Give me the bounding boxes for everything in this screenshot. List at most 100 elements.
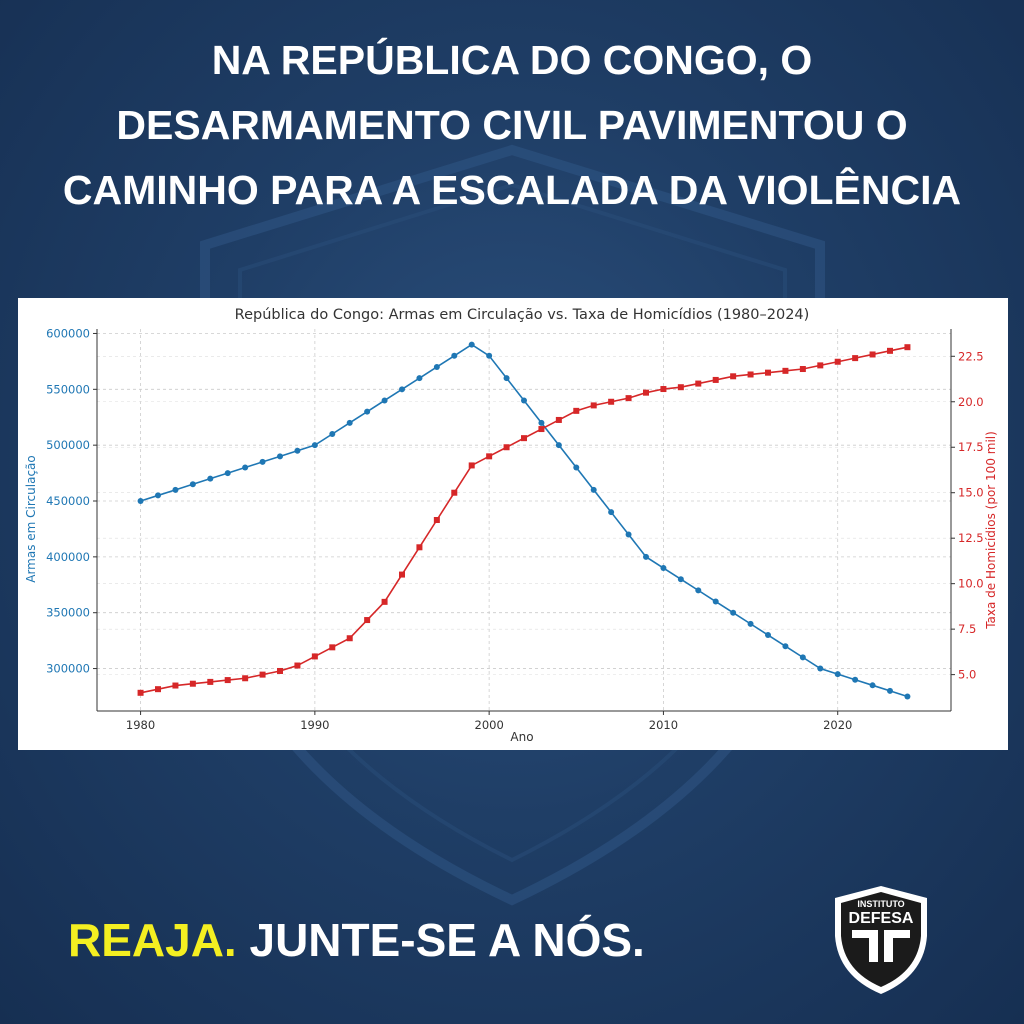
headline: NA REPÚBLICA DO CONGO, O DESARMAMENTO CI… bbox=[0, 28, 1024, 223]
data-point-homicidios bbox=[416, 544, 423, 551]
x-tick-label: 1990 bbox=[300, 718, 329, 732]
right-y-tick-label: 12.5 bbox=[958, 531, 984, 545]
call-to-action: REAJA. JUNTE-SE A NÓS. bbox=[68, 910, 645, 970]
data-point-armas bbox=[346, 419, 353, 426]
data-point-armas bbox=[137, 498, 144, 505]
data-point-armas bbox=[155, 492, 161, 499]
data-point-homicidios bbox=[538, 426, 545, 433]
data-point-armas bbox=[503, 375, 510, 382]
data-point-homicidios bbox=[695, 380, 702, 387]
right-y-tick-label: 17.5 bbox=[958, 440, 984, 454]
data-point-homicidios bbox=[468, 462, 475, 469]
data-point-armas bbox=[712, 598, 719, 605]
x-tick-label: 2010 bbox=[649, 718, 678, 732]
left-y-tick-label: 400000 bbox=[46, 550, 90, 564]
pistols-icon bbox=[852, 930, 910, 962]
cta-highlight: REAJA. bbox=[68, 914, 237, 966]
data-point-armas bbox=[799, 654, 806, 661]
data-point-homicidios bbox=[242, 675, 249, 682]
data-point-armas bbox=[486, 352, 493, 359]
data-point-armas bbox=[747, 620, 754, 627]
data-point-armas bbox=[643, 553, 649, 560]
series-layer bbox=[137, 341, 911, 700]
logo-main-text: DEFESA bbox=[849, 910, 914, 927]
data-point-armas bbox=[242, 464, 249, 471]
axes-layer: 1980 1990 2000 2010 2020 300000 350000 400000 45… bbox=[46, 326, 984, 732]
right-axis-label: Taxa de Homicídios (por 100 mil) bbox=[984, 431, 998, 630]
data-point-armas bbox=[887, 687, 893, 694]
headline-line-1: NA REPÚBLICA DO CONGO, O bbox=[211, 37, 813, 83]
data-point-homicidios bbox=[834, 358, 841, 365]
data-point-homicidios bbox=[224, 677, 231, 684]
grid-layer bbox=[97, 329, 951, 711]
data-point-homicidios bbox=[503, 444, 510, 451]
right-y-tick-label: 22.5 bbox=[958, 349, 984, 363]
data-point-homicidios bbox=[433, 517, 440, 523]
left-y-tick-label: 500000 bbox=[46, 438, 90, 452]
data-point-homicidios bbox=[712, 376, 719, 383]
data-point-armas bbox=[189, 481, 196, 488]
data-point-armas bbox=[468, 341, 475, 348]
data-point-armas bbox=[416, 375, 423, 382]
data-point-armas bbox=[904, 693, 911, 700]
data-point-armas bbox=[695, 587, 702, 594]
data-point-armas bbox=[207, 475, 214, 482]
data-point-homicidios bbox=[137, 689, 144, 696]
cta-text: JUNTE-SE A NÓS. bbox=[236, 914, 645, 966]
data-point-armas bbox=[590, 486, 597, 493]
data-point-homicidios bbox=[329, 644, 336, 651]
left-y-tick-label: 300000 bbox=[46, 662, 90, 676]
data-point-homicidios bbox=[555, 416, 562, 423]
data-point-armas bbox=[364, 408, 371, 415]
data-point-homicidios bbox=[782, 367, 789, 374]
data-point-homicidios bbox=[852, 355, 859, 362]
data-point-homicidios bbox=[521, 435, 527, 442]
data-point-armas bbox=[277, 453, 283, 460]
data-point-homicidios bbox=[294, 662, 301, 669]
data-point-homicidios bbox=[904, 344, 911, 351]
chart-panel: 1980 1990 2000 2010 2020 300000 350000 400000 45… bbox=[18, 298, 1008, 750]
data-point-armas bbox=[660, 565, 667, 572]
data-point-armas bbox=[765, 632, 771, 639]
data-point-homicidios bbox=[660, 386, 667, 393]
data-point-armas bbox=[224, 470, 231, 477]
headline-line-3: CAMINHO PARA A ESCALADA DA VIOLÊNCIA bbox=[62, 167, 962, 213]
left-axis-label: Armas em Circulação bbox=[24, 455, 38, 583]
headline-line-2: DESARMAMENTO CIVIL PAVIMENTOU O bbox=[116, 102, 908, 148]
right-y-tick-label: 10.0 bbox=[958, 577, 984, 591]
data-point-homicidios bbox=[625, 395, 632, 402]
data-point-homicidios bbox=[869, 351, 876, 358]
data-point-armas bbox=[172, 486, 179, 493]
data-point-armas bbox=[433, 363, 440, 370]
data-point-homicidios bbox=[277, 667, 283, 674]
data-point-homicidios bbox=[590, 402, 597, 409]
data-point-armas bbox=[852, 676, 859, 683]
chart-title: República do Congo: Armas em Circulação … bbox=[235, 307, 810, 323]
data-point-homicidios bbox=[381, 598, 388, 605]
data-point-homicidios bbox=[677, 384, 684, 391]
data-point-homicidios bbox=[643, 389, 649, 396]
right-y-tick-label: 20.0 bbox=[958, 395, 984, 409]
data-point-armas bbox=[381, 397, 388, 404]
data-point-homicidios bbox=[799, 366, 806, 373]
data-point-armas bbox=[730, 609, 737, 616]
data-point-homicidios bbox=[817, 362, 824, 369]
data-point-homicidios bbox=[207, 678, 214, 685]
data-point-homicidios bbox=[887, 347, 893, 354]
x-tick-label: 2000 bbox=[475, 718, 504, 732]
data-point-armas bbox=[329, 430, 336, 437]
data-point-homicidios bbox=[172, 682, 179, 689]
data-point-armas bbox=[555, 442, 562, 449]
data-point-armas bbox=[451, 352, 458, 359]
data-point-homicidios bbox=[155, 686, 161, 693]
data-point-homicidios bbox=[311, 653, 318, 660]
data-point-homicidios bbox=[399, 571, 405, 578]
data-point-armas bbox=[573, 464, 580, 471]
data-point-armas bbox=[625, 531, 632, 538]
data-point-armas bbox=[817, 665, 824, 672]
data-point-armas bbox=[259, 458, 266, 465]
data-point-homicidios bbox=[765, 369, 771, 376]
data-point-homicidios bbox=[573, 407, 580, 414]
dual-axis-line-chart: 1980 1990 2000 2010 2020 300000 350000 400000 45… bbox=[24, 307, 998, 744]
series-line-armas bbox=[140, 343, 908, 698]
